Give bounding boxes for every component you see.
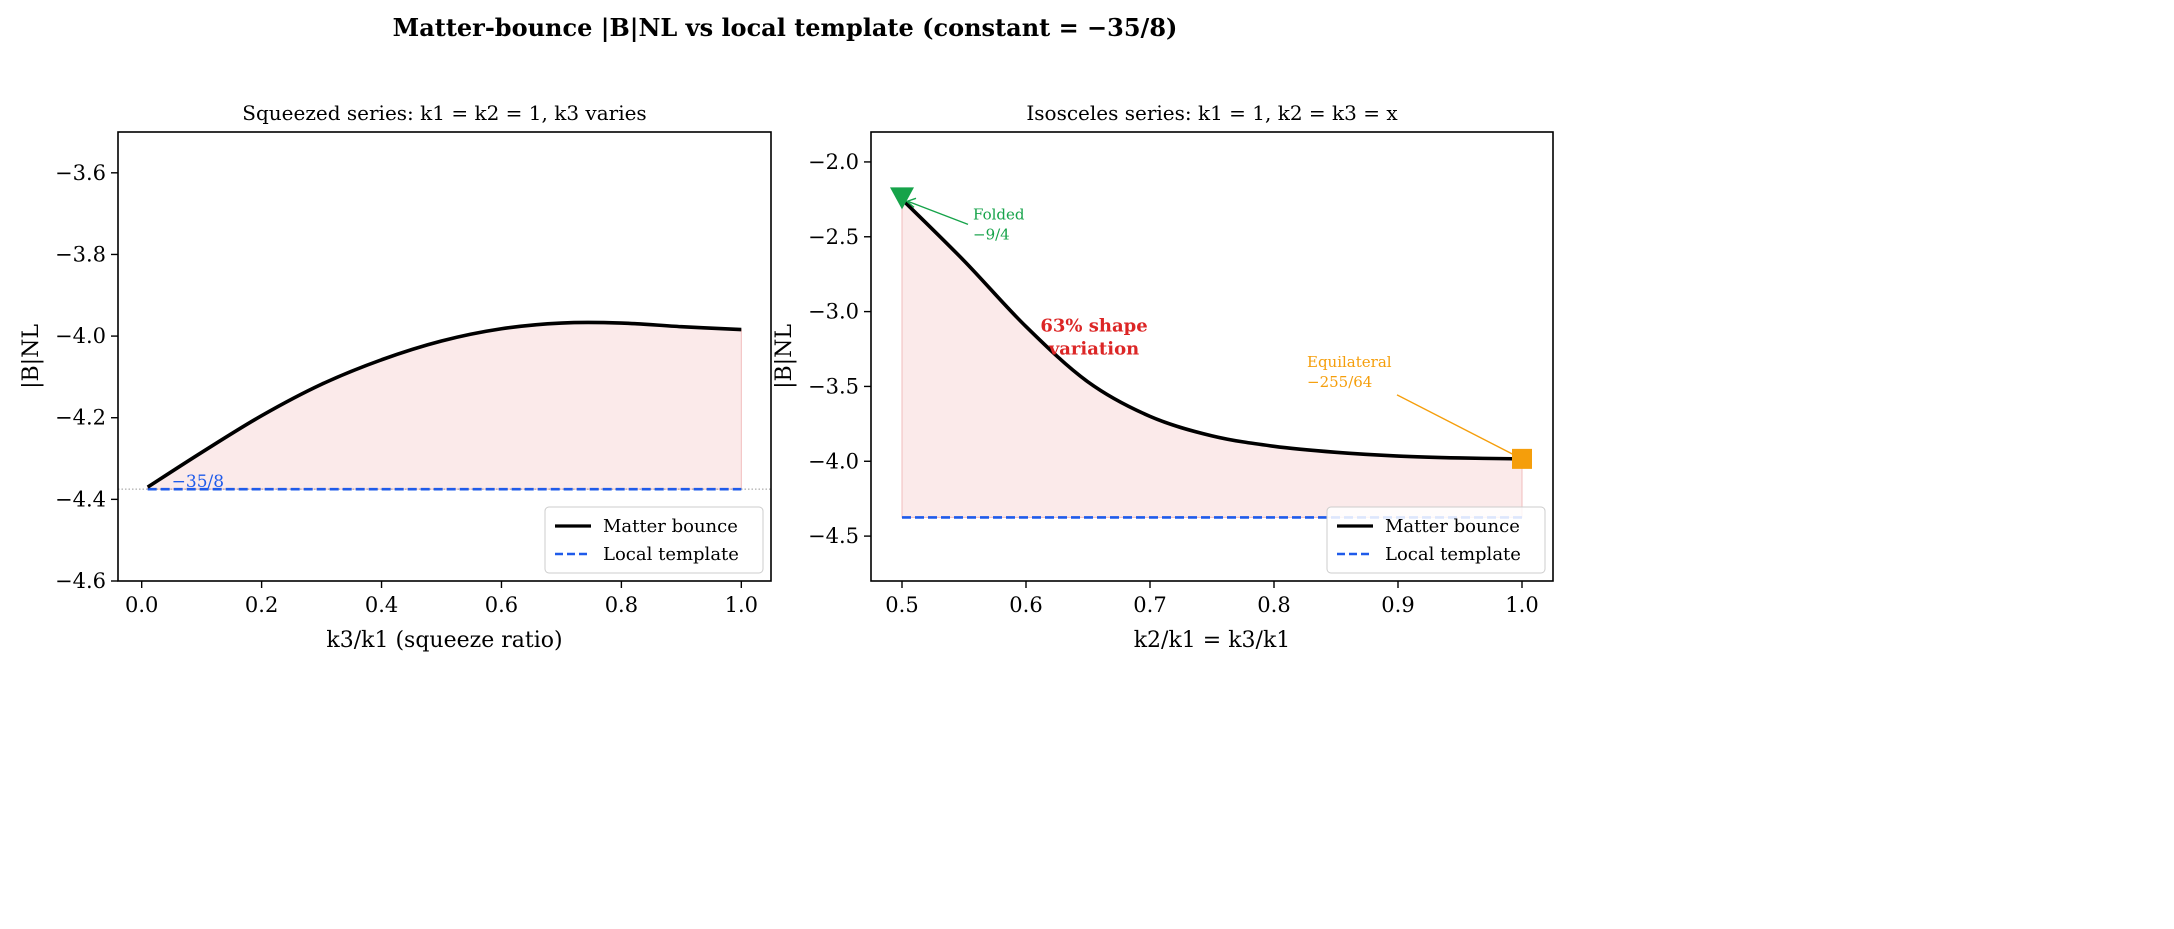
x-tick-label: 0.4 — [365, 593, 398, 617]
y-tick-label: −3.0 — [808, 300, 859, 324]
legend-box — [544, 506, 764, 574]
x-tick-label: 1.0 — [725, 593, 758, 617]
x-axis-label: k3/k1 (squeeze ratio) — [326, 628, 562, 653]
y-tick-label: −2.5 — [808, 225, 859, 249]
matter-bounce-line — [900, 198, 1523, 461]
y-tick-label: −4.0 — [55, 324, 106, 348]
y-tick-label: −4.6 — [55, 569, 106, 593]
folded-label: Folded — [973, 205, 1025, 223]
suptitle: Matter-bounce |B|NL vs local template (c… — [393, 13, 1178, 42]
x-tick-label: 0.6 — [1009, 593, 1042, 617]
x-tick-label: 0.0 — [125, 593, 158, 617]
chart-title: Isosceles series: k1 = 1, k2 = k3 = x — [1026, 101, 1398, 125]
x-tick-label: 0.8 — [1257, 593, 1290, 617]
legend: Matter bounce Local template — [1326, 506, 1546, 574]
equilateral-arrow — [1396, 394, 1517, 457]
legend-label: Matter bounce — [1385, 516, 1520, 537]
x-tick-label: 1.0 — [1505, 593, 1538, 617]
y-axis-label: |B|NL — [19, 324, 44, 389]
y-tick-label: −4.2 — [55, 406, 106, 430]
difference-fill — [147, 321, 742, 490]
x-tick-label: 0.9 — [1381, 593, 1414, 617]
equilateral-marker — [1512, 448, 1532, 469]
y-tick-label: −2.0 — [808, 150, 859, 174]
left-chart-squeezed: Squeezed series: k1 = k2 = 1, k3 varies 0… — [19, 101, 772, 653]
legend: Matter bounce Local template — [544, 506, 764, 574]
shape-variation-label: 63% shape — [1040, 316, 1147, 337]
legend-label: Local template — [603, 544, 739, 565]
plot-frame — [870, 131, 1554, 582]
constant-label: −35/8 — [172, 472, 224, 492]
x-tick-label: 0.5 — [885, 593, 918, 617]
plot-frame — [117, 131, 772, 582]
y-tick-label: −3.6 — [55, 161, 106, 185]
right-chart-isosceles: Isosceles series: k1 = 1, k2 = k3 = x 0.5… — [772, 101, 1554, 653]
folded-value: −9/4 — [973, 225, 1010, 243]
difference-fill — [901, 198, 1523, 518]
folded-arrowhead — [905, 197, 917, 208]
y-tick-label: −4.4 — [55, 487, 106, 511]
folded-marker — [890, 187, 914, 210]
x-tick-label: 0.7 — [1133, 593, 1166, 617]
legend-label: Local template — [1385, 544, 1521, 565]
legend-box — [1326, 506, 1546, 574]
x-axis-label: k2/k1 = k3/k1 — [1134, 628, 1291, 653]
shape-variation-label: variation — [1048, 339, 1139, 360]
y-tick-label: −4.5 — [808, 524, 859, 548]
equilateral-label: Equilateral — [1307, 353, 1392, 371]
x-tick-label: 0.8 — [605, 593, 638, 617]
y-tick-label: −3.5 — [808, 374, 859, 398]
y-tick-label: −4.0 — [808, 449, 859, 473]
y-tick-label: −3.8 — [55, 242, 106, 266]
y-axis-label: |B|NL — [772, 324, 797, 389]
chart-title: Squeezed series: k1 = k2 = 1, k3 varies — [242, 101, 646, 125]
legend-label: Matter bounce — [603, 516, 738, 537]
equilateral-value: −255/64 — [1307, 373, 1372, 391]
matter-bounce-line — [146, 320, 742, 489]
folded-arrow — [907, 200, 969, 226]
x-tick-label: 0.6 — [485, 593, 518, 617]
x-tick-label: 0.2 — [245, 593, 278, 617]
